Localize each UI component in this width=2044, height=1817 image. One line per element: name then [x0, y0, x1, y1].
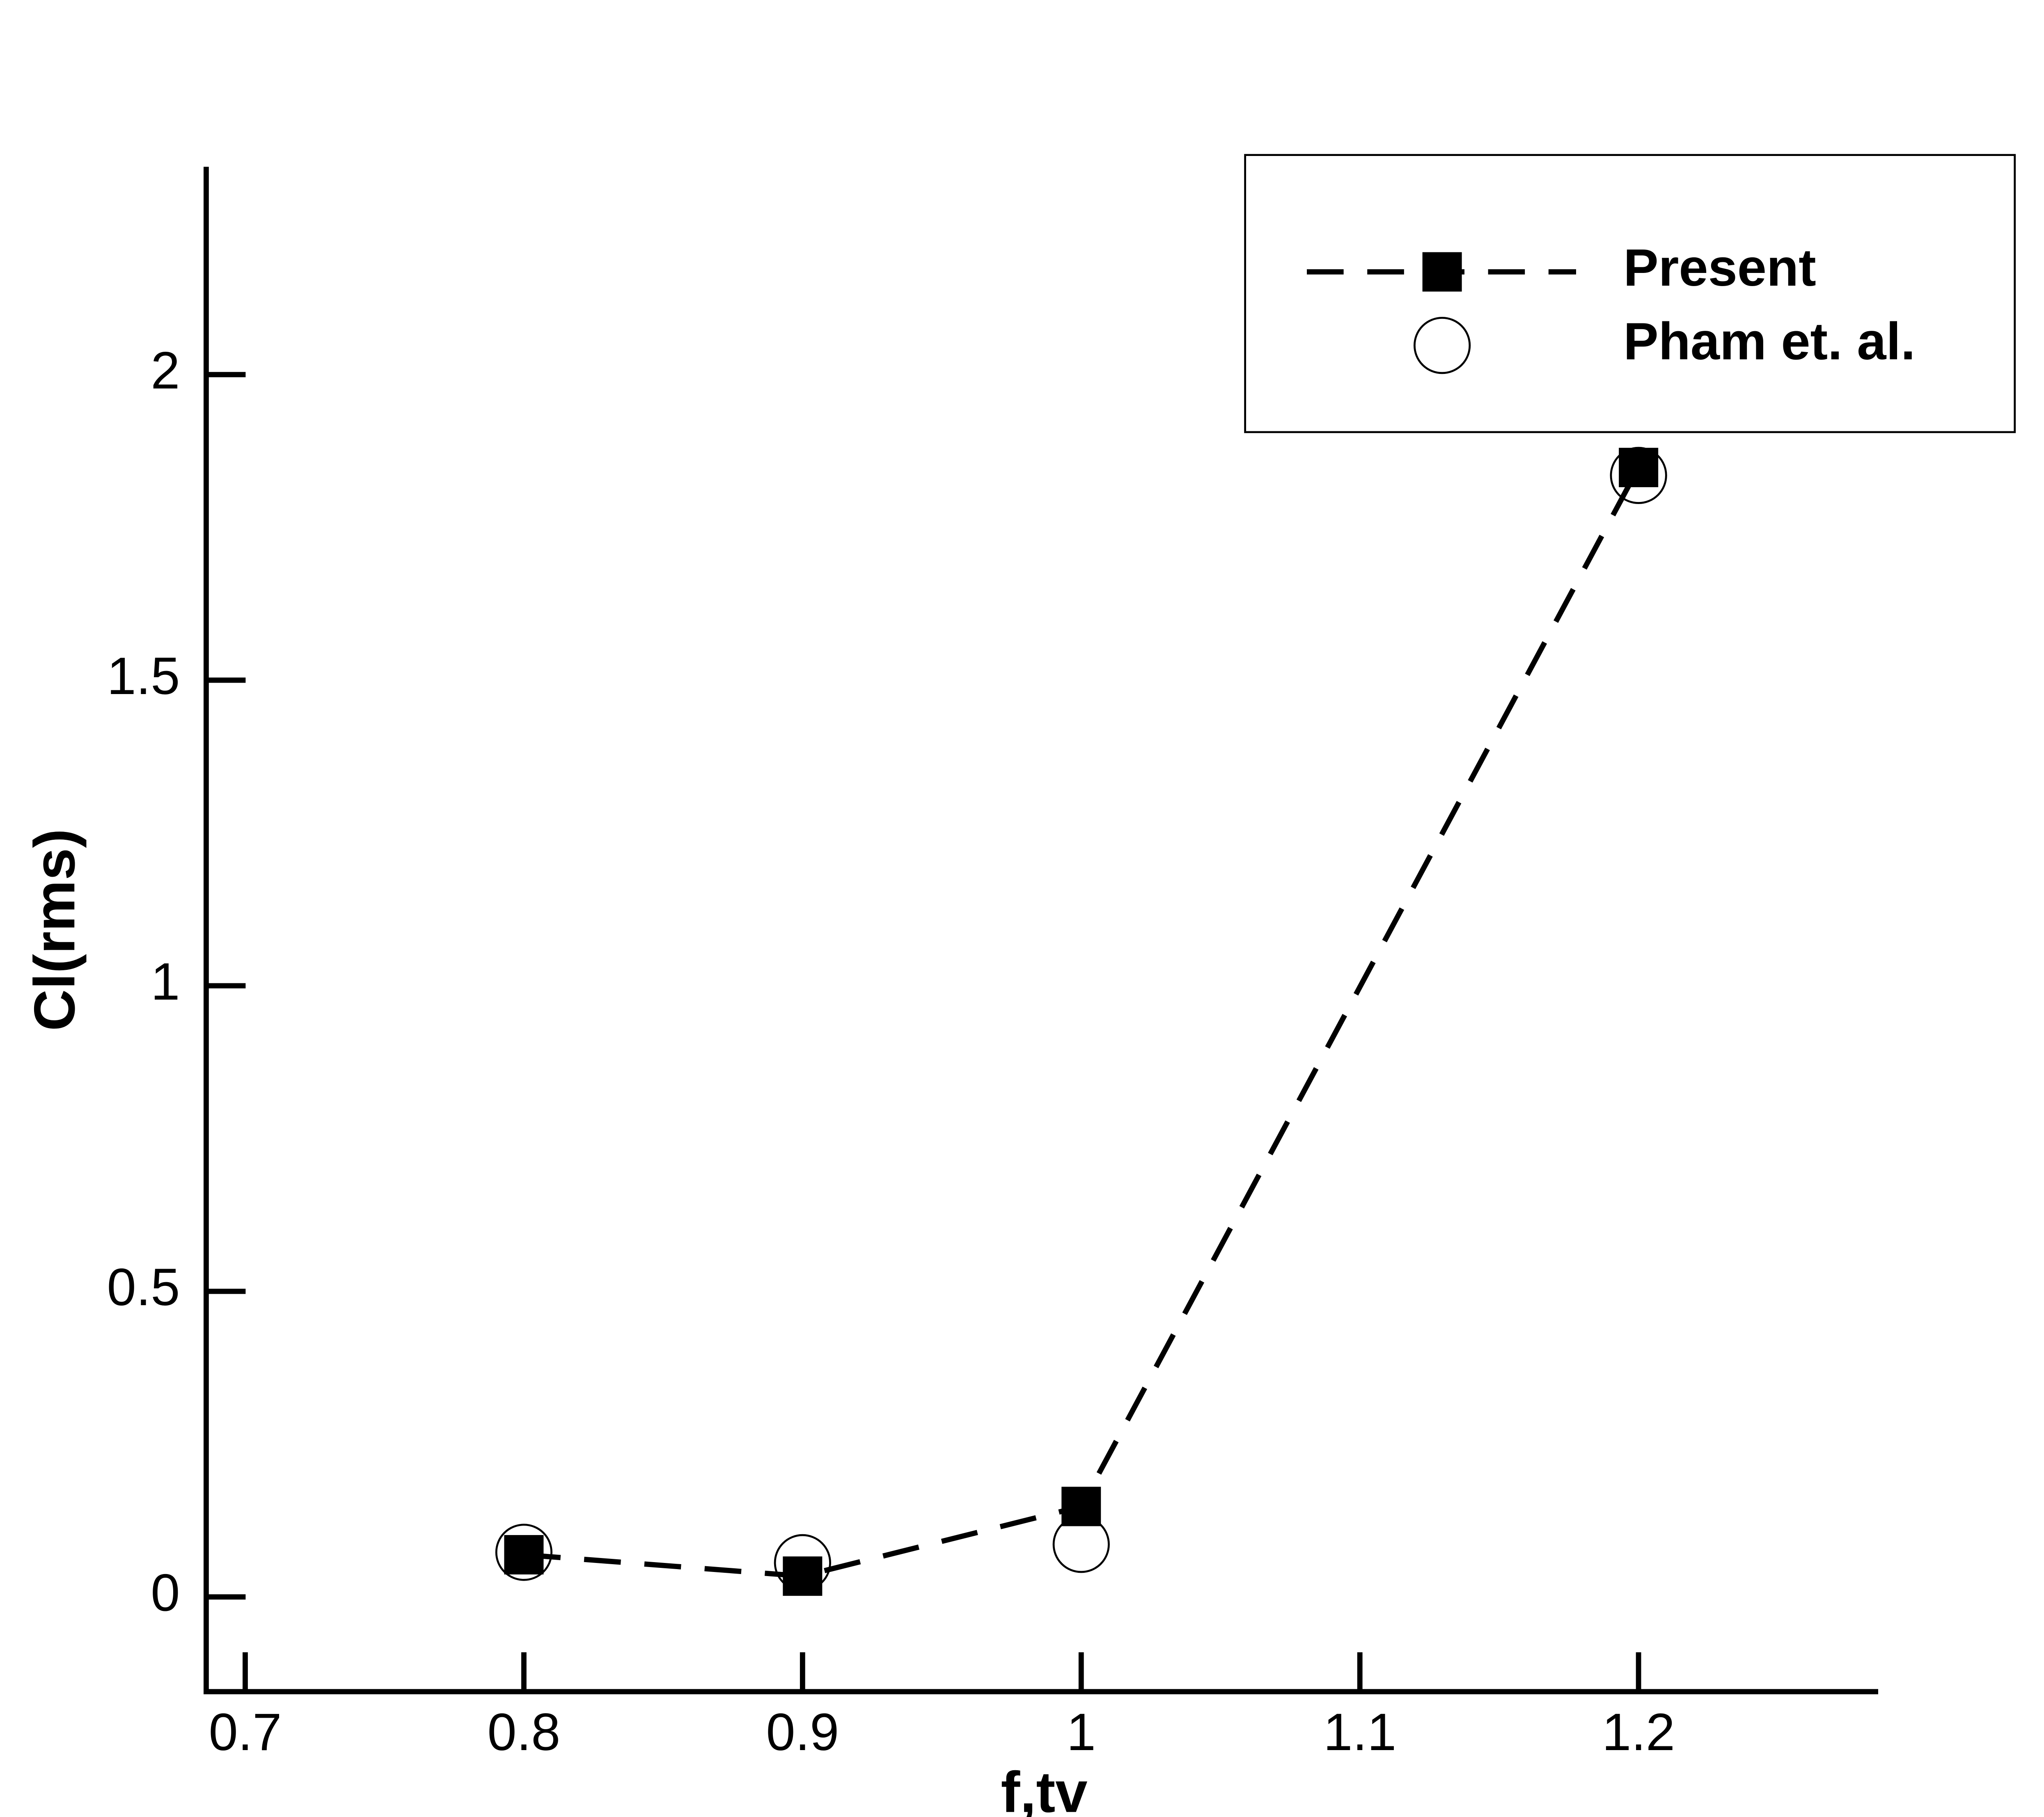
x-tick-label: 1 [1067, 1703, 1096, 1762]
x-axis-title: f,tv [1001, 1760, 1087, 1817]
y-axis-title: Cl(rms) [22, 829, 87, 1031]
series-line [523, 466, 1641, 1579]
y-tick-label: 1.5 [107, 647, 180, 706]
x-tick-label: 1.2 [1602, 1703, 1675, 1762]
data-point [1619, 448, 1659, 488]
x-tick-label: 0.8 [487, 1703, 560, 1762]
x-tick-label: 0.7 [209, 1703, 282, 1762]
x-tick-label: 1.1 [1323, 1703, 1396, 1762]
y-tick-label: 0 [151, 1564, 180, 1622]
y-tick-label: 1 [151, 953, 180, 1011]
y-tick-label: 0.5 [107, 1258, 180, 1317]
legend-label: Present [1623, 238, 1816, 297]
data-point [504, 1535, 544, 1575]
data-point [783, 1556, 823, 1596]
y-tick-label: 2 [151, 341, 180, 400]
legend-box [1244, 154, 2016, 433]
x-tick-label: 0.9 [766, 1703, 839, 1762]
legend-marker [1422, 252, 1462, 292]
legend-label: Pham et. al. [1623, 312, 1915, 371]
data-point [1061, 1487, 1101, 1526]
legend-marker [1414, 317, 1471, 374]
